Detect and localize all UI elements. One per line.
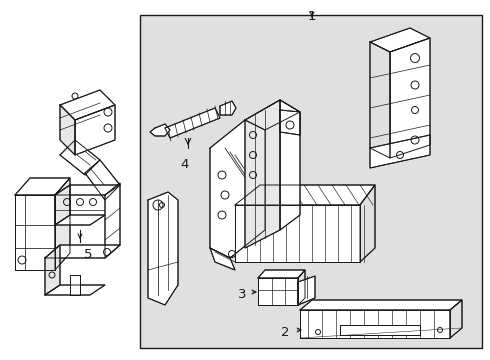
- Polygon shape: [70, 275, 80, 295]
- Polygon shape: [258, 270, 305, 278]
- Text: 3: 3: [238, 288, 246, 301]
- Polygon shape: [55, 215, 105, 225]
- Polygon shape: [148, 192, 178, 305]
- Polygon shape: [298, 270, 305, 305]
- Polygon shape: [450, 300, 462, 338]
- Polygon shape: [15, 178, 70, 195]
- Polygon shape: [370, 135, 430, 168]
- Text: 1: 1: [308, 10, 316, 23]
- Polygon shape: [300, 310, 450, 338]
- Polygon shape: [235, 205, 360, 262]
- Polygon shape: [105, 183, 120, 258]
- Bar: [140, 15, 482, 348]
- Text: 4: 4: [181, 158, 189, 171]
- Polygon shape: [360, 185, 375, 262]
- Polygon shape: [60, 90, 115, 120]
- Polygon shape: [15, 195, 55, 270]
- Polygon shape: [300, 300, 462, 310]
- Polygon shape: [210, 120, 265, 258]
- Polygon shape: [55, 185, 70, 225]
- Polygon shape: [235, 185, 375, 205]
- Polygon shape: [55, 178, 70, 270]
- Polygon shape: [60, 140, 100, 175]
- Polygon shape: [150, 124, 170, 136]
- Polygon shape: [210, 248, 235, 270]
- Polygon shape: [298, 276, 315, 305]
- Polygon shape: [370, 28, 430, 52]
- Polygon shape: [370, 42, 390, 158]
- Polygon shape: [245, 100, 300, 130]
- Polygon shape: [45, 245, 60, 295]
- Polygon shape: [45, 285, 105, 295]
- Polygon shape: [280, 110, 300, 135]
- Text: 5: 5: [84, 248, 93, 261]
- Polygon shape: [85, 160, 120, 200]
- Polygon shape: [340, 325, 420, 335]
- Text: 2: 2: [281, 325, 290, 338]
- Polygon shape: [75, 105, 115, 155]
- Polygon shape: [258, 278, 298, 305]
- Polygon shape: [165, 108, 220, 138]
- Polygon shape: [390, 38, 430, 158]
- Polygon shape: [220, 101, 236, 115]
- Polygon shape: [280, 100, 300, 230]
- Polygon shape: [245, 100, 280, 248]
- Polygon shape: [55, 185, 120, 195]
- Polygon shape: [45, 245, 120, 258]
- Polygon shape: [60, 105, 75, 155]
